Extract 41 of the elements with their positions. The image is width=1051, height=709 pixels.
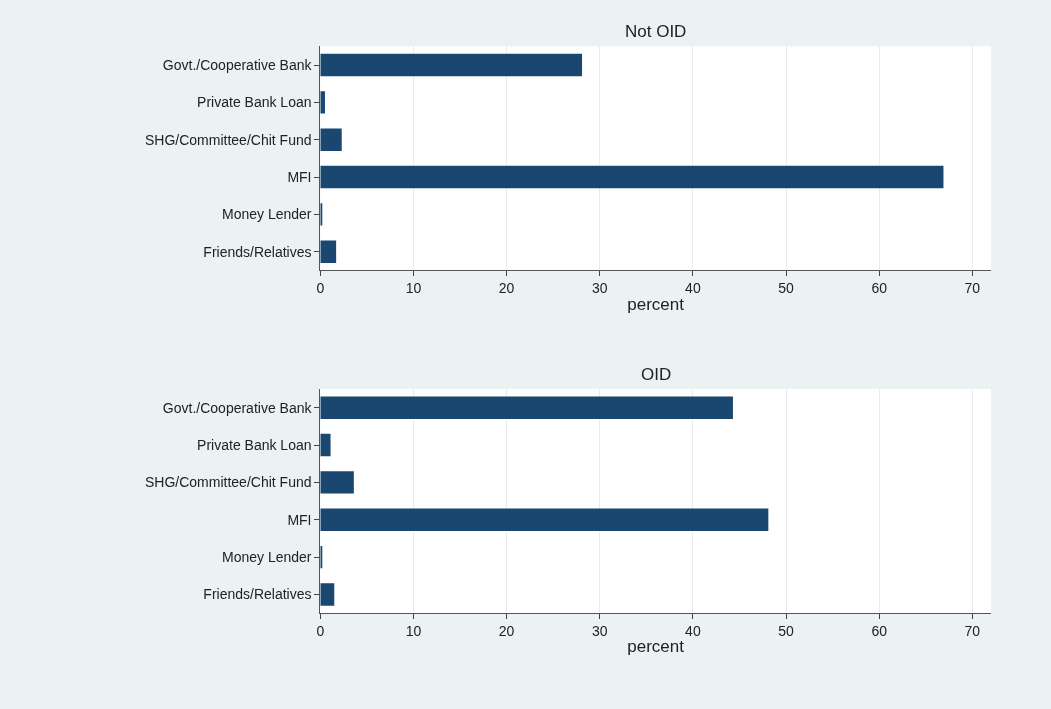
- y-tick-label: Friends/Relatives: [203, 586, 312, 603]
- y-tick-label: Govt./Cooperative Bank: [162, 56, 313, 73]
- x-tick-label: 60: [871, 622, 888, 639]
- bar: [320, 240, 337, 263]
- bar: [320, 433, 331, 457]
- chart-title: OID: [641, 365, 672, 384]
- x-tick-label: 0: [316, 622, 325, 639]
- y-tick-label: MFI: [287, 511, 312, 528]
- chart-title: Not OID: [625, 22, 687, 41]
- y-tick-label: SHG/Committee/Chit Fund: [145, 131, 312, 148]
- x-tick-label: 10: [405, 280, 422, 297]
- x-tick-label: 30: [591, 622, 608, 639]
- y-tick-label: Govt./Cooperative Bank: [162, 399, 313, 416]
- x-tick-label: 70: [964, 622, 981, 639]
- x-tick-label: 10: [405, 622, 422, 639]
- bar: [320, 396, 733, 419]
- x-tick-label: 70: [964, 280, 981, 297]
- y-tick-label: Money Lender: [221, 206, 312, 223]
- x-tick-label: 20: [498, 622, 515, 639]
- bar: [320, 508, 769, 531]
- y-tick-label: SHG/Committee/Chit Fund: [145, 474, 312, 491]
- x-tick-label: 20: [498, 280, 515, 297]
- y-tick-label: MFI: [287, 168, 312, 185]
- bar: [320, 165, 944, 189]
- y-tick-label: Private Bank Loan: [197, 436, 312, 453]
- y-tick-label: Private Bank Loan: [197, 94, 312, 111]
- x-tick-label: 0: [316, 280, 325, 297]
- x-tick-label: 40: [685, 280, 701, 297]
- bar: [320, 128, 342, 151]
- y-tick-label: Friends/Relatives: [203, 243, 312, 260]
- x-tick-label: 60: [871, 280, 888, 297]
- x-tick-label: 40: [685, 622, 701, 639]
- x-tick-label: 30: [591, 280, 608, 297]
- x-axis-title: percent: [627, 637, 685, 657]
- bar: [320, 53, 583, 77]
- bar: [320, 583, 335, 606]
- x-tick-label: 50: [778, 280, 795, 297]
- bar: [320, 471, 354, 494]
- x-tick-label: 50: [778, 622, 795, 639]
- x-axis-title: percent: [627, 294, 685, 314]
- y-tick-label: Money Lender: [221, 548, 312, 565]
